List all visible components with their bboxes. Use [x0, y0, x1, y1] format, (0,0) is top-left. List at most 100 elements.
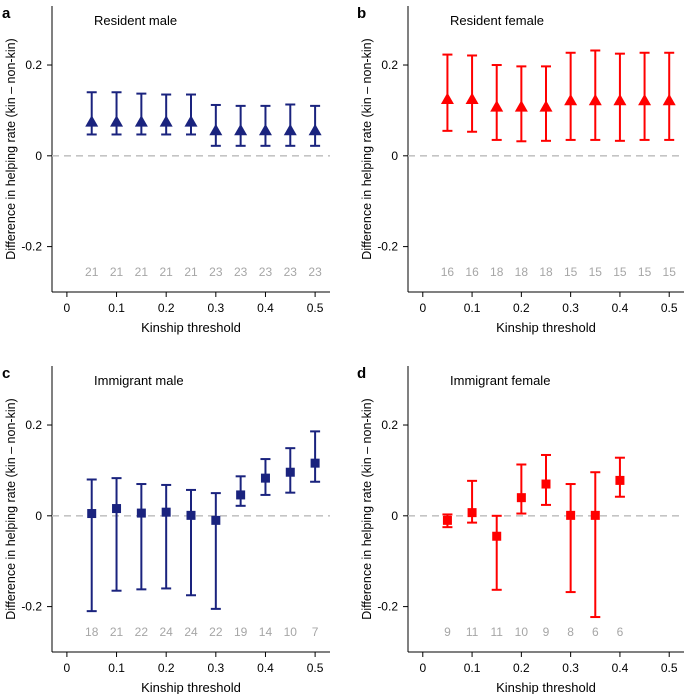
- x-tick-label: 0.5: [307, 661, 324, 675]
- data-point-triangle: [514, 100, 528, 112]
- sample-size-label: 15: [663, 265, 677, 279]
- sample-size-label: 21: [184, 265, 198, 279]
- data-point-triangle: [159, 115, 173, 127]
- x-tick-label: 0: [419, 661, 426, 675]
- sample-size-label: 7: [312, 625, 319, 639]
- y-tick-label: 0: [35, 149, 42, 163]
- sample-size-label: 18: [85, 625, 99, 639]
- data-point-square: [112, 504, 122, 514]
- panel-title: Immigrant male: [94, 373, 184, 388]
- sample-size-label: 21: [85, 265, 99, 279]
- sample-size-label: 21: [110, 265, 124, 279]
- data-point-square: [566, 510, 576, 520]
- sample-size-label: 10: [284, 625, 298, 639]
- panel-title: Resident female: [450, 13, 544, 28]
- y-tick-label: 0: [35, 509, 42, 523]
- data-point-triangle: [184, 115, 198, 127]
- data-point-square: [285, 467, 295, 477]
- sample-size-label: 6: [617, 625, 624, 639]
- sample-size-label: 10: [515, 625, 529, 639]
- sample-size-label: 21: [135, 265, 149, 279]
- y-tick-label: -0.2: [377, 240, 398, 254]
- x-tick-label: 0: [419, 301, 426, 315]
- x-tick-label: 0.4: [612, 661, 629, 675]
- y-tick-label: 0: [391, 509, 398, 523]
- panel-letter: a: [2, 5, 11, 22]
- sample-size-label: 15: [613, 265, 627, 279]
- panel-letter: d: [357, 365, 366, 382]
- sample-size-label: 6: [592, 625, 599, 639]
- x-tick-label: 0.5: [307, 301, 324, 315]
- y-tick-label: 0: [391, 149, 398, 163]
- data-point-triangle: [662, 93, 676, 106]
- y-axis-label: Difference in helping rate (kin – non-ki…: [360, 398, 374, 619]
- panel-letter: c: [2, 365, 10, 382]
- panel-letter: b: [357, 5, 366, 22]
- data-point-triangle: [638, 93, 652, 106]
- x-tick-label: 0.1: [108, 661, 125, 675]
- x-axis-label: Kinship threshold: [141, 680, 241, 694]
- y-axis-label: Difference in helping rate (kin – non-ki…: [4, 38, 18, 259]
- sample-size-label: 9: [543, 625, 550, 639]
- sample-size-label: 15: [589, 265, 603, 279]
- sample-size-label: 21: [159, 265, 173, 279]
- data-point-triangle: [234, 123, 248, 136]
- x-axis-label: Kinship threshold: [141, 320, 241, 335]
- panel-title: Resident male: [94, 13, 177, 28]
- y-tick-label: 0.2: [25, 418, 42, 432]
- y-tick-label: -0.2: [377, 600, 398, 614]
- x-tick-label: 0.4: [257, 661, 274, 675]
- data-point-square: [442, 515, 452, 525]
- x-tick-label: 0.1: [464, 661, 481, 675]
- sample-size-label: 18: [539, 265, 553, 279]
- data-point-square: [161, 507, 171, 517]
- sample-size-label: 11: [466, 625, 479, 639]
- sample-size-label: 24: [159, 625, 173, 639]
- x-tick-label: 0.1: [464, 301, 481, 315]
- x-tick-label: 0.3: [562, 661, 579, 675]
- data-point-triangle: [308, 123, 322, 136]
- x-tick-label: 0: [64, 661, 71, 675]
- data-point-square: [236, 490, 246, 500]
- x-tick-label: 0.2: [158, 661, 175, 675]
- data-point-square: [260, 473, 270, 483]
- sample-size-label: 16: [441, 265, 455, 279]
- sample-size-label: 11: [490, 625, 503, 639]
- x-tick-label: 0.5: [661, 661, 678, 675]
- sample-size-label: 24: [184, 625, 198, 639]
- x-tick-label: 0.5: [661, 301, 678, 315]
- x-tick-label: 0.4: [257, 301, 274, 315]
- x-tick-label: 0.1: [108, 301, 125, 315]
- data-point-triangle: [613, 93, 627, 106]
- data-point-triangle: [110, 115, 124, 127]
- sample-size-label: 14: [259, 625, 273, 639]
- data-point-triangle: [588, 93, 602, 106]
- panel-title: Immigrant female: [450, 373, 550, 388]
- data-point-square: [615, 475, 625, 485]
- sample-size-label: 16: [465, 265, 479, 279]
- data-point-triangle: [490, 100, 504, 112]
- sample-size-label: 15: [638, 265, 652, 279]
- data-point-square: [541, 479, 551, 489]
- x-tick-label: 0.2: [513, 661, 530, 675]
- x-tick-label: 0.2: [513, 301, 530, 315]
- y-axis-label: Difference in helping rate (kin – non-ki…: [360, 38, 374, 259]
- sample-size-label: 23: [209, 265, 223, 279]
- x-tick-label: 0.2: [158, 301, 175, 315]
- sample-size-label: 9: [444, 625, 451, 639]
- y-tick-label: 0.2: [381, 58, 398, 72]
- x-tick-label: 0: [64, 301, 71, 315]
- panel-d: d 0.2 0 -0.2 0 0.1 0.2 0.3 0.4 0.5 Kinship thresho…: [357, 365, 684, 694]
- y-tick-label: -0.2: [21, 240, 42, 254]
- x-axis-label: Kinship threshold: [496, 320, 596, 335]
- y-tick-label: 0.2: [25, 58, 42, 72]
- panel-b: b 0.2 0 -0.2 0 0.1 0.2 0.3 0.4 0.5 Kinship thresho…: [357, 5, 684, 335]
- data-point-triangle: [539, 100, 553, 112]
- data-point-square: [87, 509, 97, 519]
- y-tick-label: 0.2: [381, 418, 398, 432]
- data-point-square: [492, 531, 502, 541]
- data-point-square: [211, 515, 221, 525]
- sample-size-label: 21: [110, 625, 124, 639]
- x-tick-label: 0.3: [207, 661, 224, 675]
